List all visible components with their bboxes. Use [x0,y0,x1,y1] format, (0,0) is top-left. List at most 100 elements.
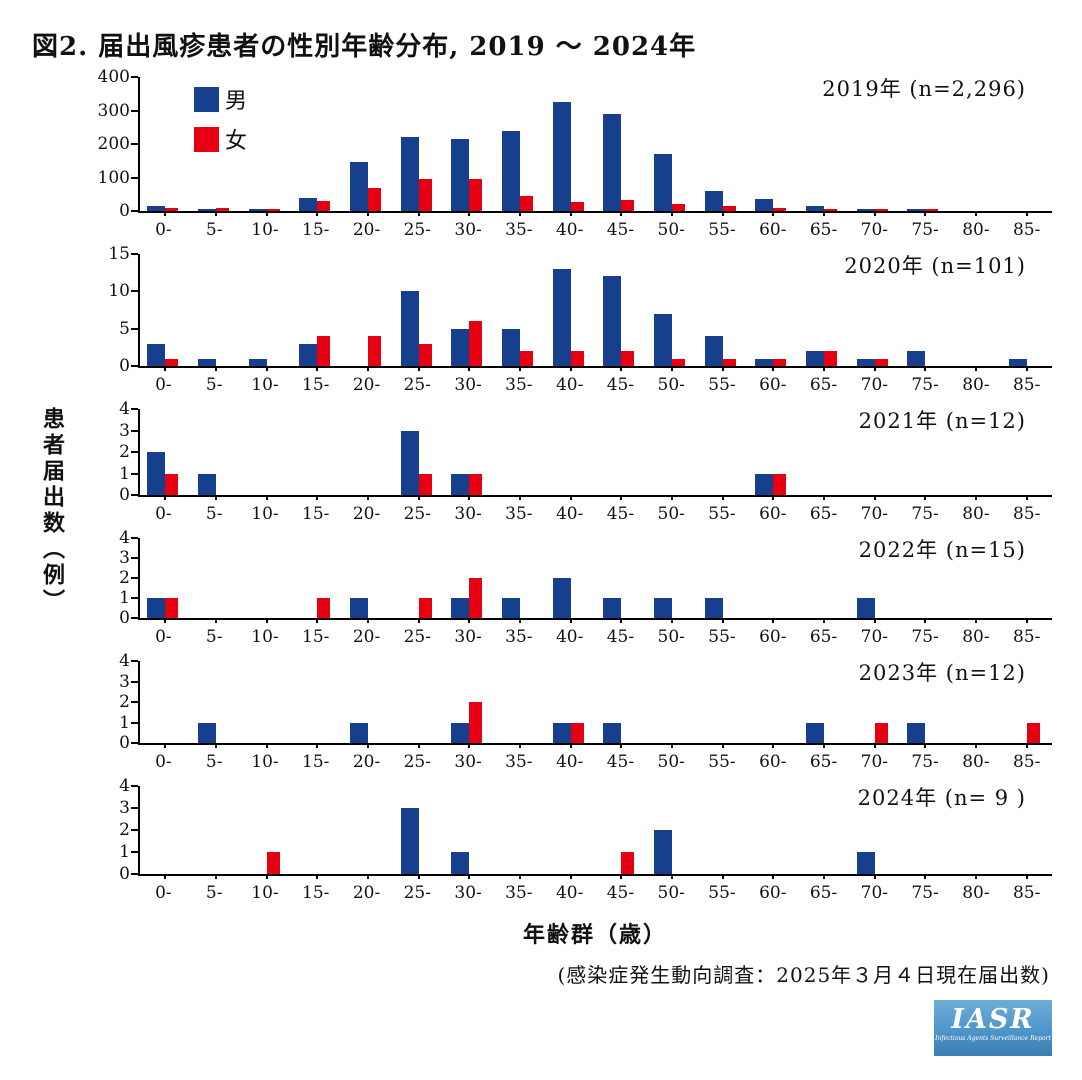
bar-group [393,254,444,371]
bar-male [704,190,723,211]
bar-male [552,722,571,743]
x-tick-mark [316,743,319,748]
x-tick-mark [164,874,167,879]
x-tick-label: 55- [708,375,736,395]
x-tick-label: 55- [708,883,736,903]
bar-male [603,276,622,366]
x-tick-label: 85- [1012,375,1041,395]
y-tick-mark [131,873,138,875]
bar-group [900,538,951,623]
bar-group [799,661,850,748]
bar-group [951,409,1002,500]
x-tick-mark [975,495,978,500]
bar-group [140,77,191,216]
x-tick-label: 30- [454,752,482,772]
y-tick-label: 3 [119,798,130,818]
x-tick-mark [975,366,978,371]
x-tick-label: 80- [962,504,990,524]
x-tick-mark [620,495,623,500]
bar-male [755,358,774,366]
x-tick-label: 0- [155,752,172,772]
bar-group [799,786,850,879]
x-tick-mark [671,495,674,500]
bar-female [874,209,888,211]
x-tick-mark [367,743,370,748]
y-tick-label: 10 [108,281,130,302]
bar-group [545,661,596,748]
y-tick-label: 0 [119,201,130,221]
plot-area: 0 5 10 15 2020年 (n=101) [108,244,1052,376]
bar-male [856,358,875,366]
bar-group [292,254,343,371]
x-tick-label: 80- [962,627,990,647]
x-tick-mark [468,874,471,879]
x-tick-mark [721,618,724,623]
bar-female [165,473,179,495]
bar-group [849,538,900,623]
bar-group [393,409,444,500]
x-tick-label: 30- [454,627,482,647]
x-tick-label: 0- [155,375,172,395]
bar-group [748,77,799,216]
x-tick-label: 65- [809,883,838,903]
y-tick-label: 100 [97,167,130,188]
x-tick-label: 65- [809,627,838,647]
bar-group [697,786,748,879]
bar-group [1001,661,1052,748]
x-tick-mark [215,366,217,371]
x-tick-labels: 0- 5- 10- 15- 20- 25- 30- 35- 40- 45- 50- 55- 60- 65-… [138,368,1052,397]
x-tick-label: 45- [606,627,635,647]
y-tick-mark [131,109,138,112]
x-tick-mark [671,366,674,371]
x-tick-label: 70- [860,220,889,240]
bar-group [951,661,1002,748]
iasr-logo-text: IASR [951,1004,1035,1035]
y-tick-mark [131,365,138,367]
bar-group [495,661,546,748]
x-tick-labels: 0- 5- 10- 15- 20- 25- 30- 35- 40- 45- 50- 55- 60- 65-… [138,876,1052,905]
x-tick-label: 60- [759,375,787,395]
x-tick-mark [721,495,724,500]
bar-group [495,77,546,216]
y-tick-label: 5 [119,318,130,339]
iasr-logo: IASR Infectious Agents Surveillance Repo… [934,1000,1052,1056]
bar-male [350,598,369,618]
x-tick-mark [721,743,724,748]
bar-group [799,409,850,500]
bar-male [907,351,926,366]
bar-group [697,254,748,371]
bar-group [748,786,799,879]
bar-female [469,702,483,743]
x-tick-mark [569,211,572,216]
bar-group [647,254,698,371]
bar-group [596,661,647,748]
x-tick-label: 55- [708,627,736,647]
x-tick-mark [671,211,674,216]
bar-group [799,254,850,371]
y-tick-mark [131,742,138,744]
x-tick-label: 35- [505,375,533,395]
bar-group [444,661,495,748]
bar-female [874,358,888,366]
legend-female-row: 女 [194,123,247,155]
bar-male [198,473,217,495]
x-tick-mark [417,743,420,748]
x-tick-label: 10- [251,627,279,647]
x-tick-mark [265,743,268,748]
x-tick-label: 15- [302,220,330,240]
bar-male [856,598,875,618]
bar-male [755,199,774,211]
x-tick-label: 50- [657,883,685,903]
x-tick-label: 10- [251,752,279,772]
bar-female [165,207,179,211]
bar-male [603,722,622,743]
x-tick-label: 50- [657,375,685,395]
bar-female [672,358,686,366]
plot-area: 0 1 2 3 4 2023年 (n=12) [119,651,1052,753]
bar-group [1001,77,1052,216]
bar-male [400,291,419,366]
y-tick-mark [131,701,138,703]
x-tick-label: 55- [708,504,736,524]
y-tick-mark [131,785,138,787]
bar-female [418,179,432,211]
